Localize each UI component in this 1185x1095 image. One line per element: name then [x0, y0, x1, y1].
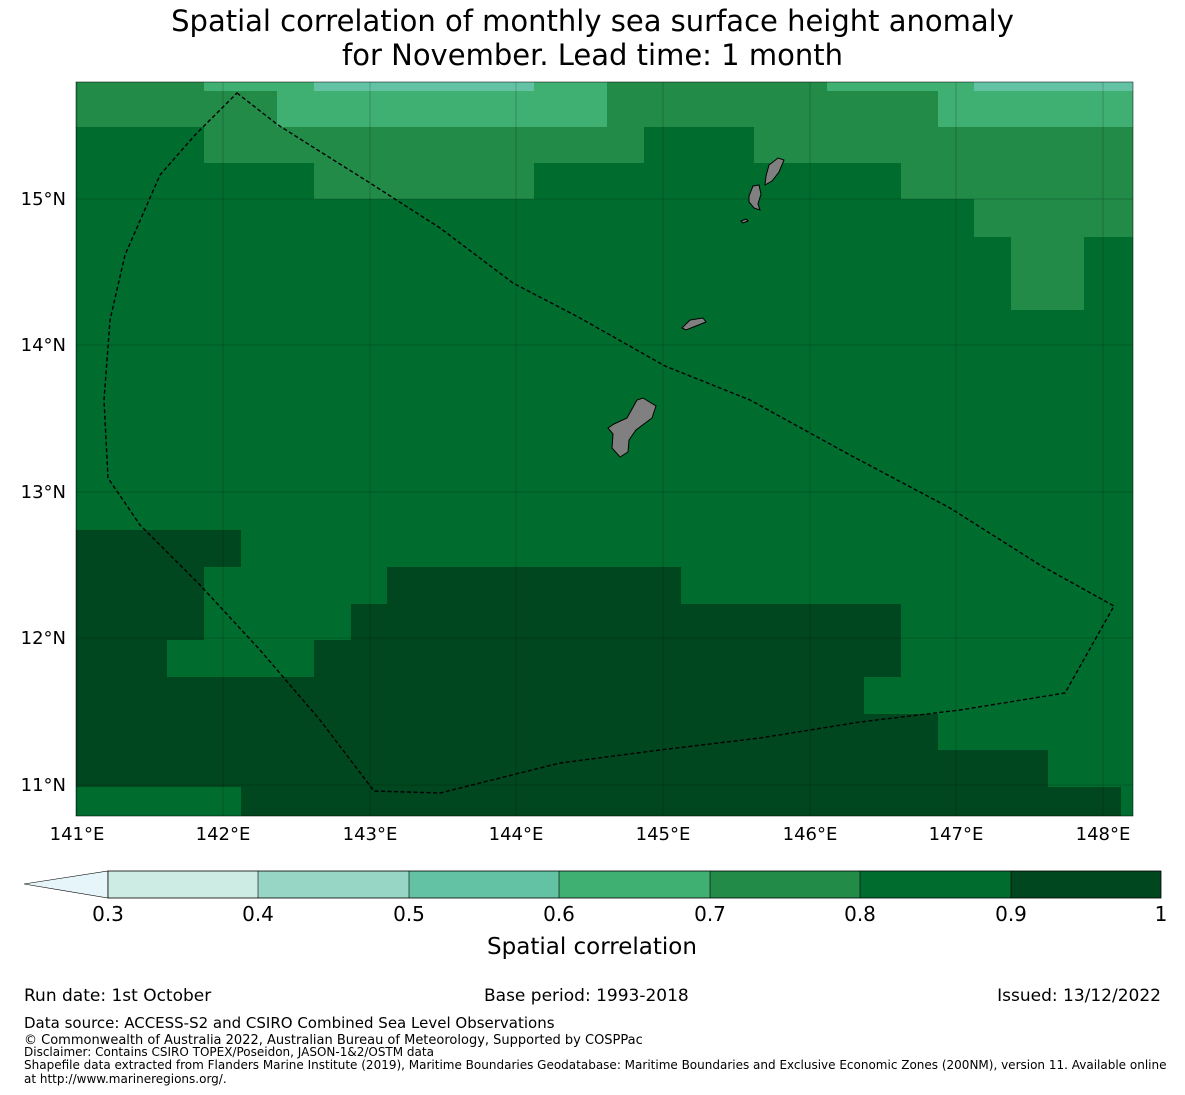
lat-axis: 11°N 12°N 13°N 14°N 15°N: [21, 189, 66, 796]
lat-tick-11: 11°N: [21, 775, 66, 796]
colorbar: 0.3 0.4 0.5 0.6 0.7 0.8 0.9 1 Spatial co…: [23, 870, 1168, 960]
land-masses: [607, 157, 785, 458]
guam-island: [607, 397, 657, 458]
field-band-0.5-0.6: [314, 82, 1133, 91]
colorbar-segment-0.3: [108, 871, 258, 898]
copyright-notice: © Commonwealth of Australia 2022, Austra…: [24, 1033, 643, 1048]
colorbar-segment-0.9: [1011, 871, 1161, 898]
colorbar-segment-0.8: [860, 871, 1011, 898]
shapefile-credit-line2: at http://www.marineregions.org/.: [24, 1072, 227, 1086]
colorbar-tick-0.6: 0.6: [543, 902, 575, 926]
lon-tick-148: 148°E: [1076, 824, 1131, 845]
map-gridlines: [76, 82, 1133, 816]
colorbar-segment-0.6: [559, 871, 710, 898]
disclaimer: Disclaimer: Contains CSIRO TOPEX/Poseido…: [24, 1045, 434, 1059]
colorbar-tick-0.7: 0.7: [694, 902, 726, 926]
colorbar-tick-0.3: 0.3: [92, 902, 124, 926]
lon-tick-144: 144°E: [489, 824, 544, 845]
lat-tick-15: 15°N: [21, 189, 66, 210]
shapefile-credit-line1: Shapefile data extracted from Flanders M…: [24, 1058, 1167, 1072]
colorbar-segment-0.4: [258, 871, 409, 898]
lat-tick-14: 14°N: [21, 335, 66, 356]
run-date: Run date: 1st October: [24, 986, 212, 1006]
colorbar-extend-arrow: [23, 870, 109, 899]
map-title-line1: Spatial correlation of monthly sea surfa…: [171, 4, 1014, 38]
tinian-island: [748, 184, 762, 211]
rota-island: [681, 317, 707, 331]
colorbar-tick-0.8: 0.8: [844, 902, 876, 926]
colorbar-label: Spatial correlation: [487, 934, 697, 960]
map-title-line2: for November. Lead time: 1 month: [342, 38, 843, 72]
colorbar-frame: [107, 870, 1162, 899]
correlation-field: [76, 82, 1133, 816]
colorbar-tick-1: 1: [1155, 902, 1168, 926]
map-frame: [75, 81, 1134, 817]
eez-boundary: [103, 92, 1115, 794]
issued-date: Issued: 13/12/2022: [997, 986, 1161, 1006]
saipan-island: [764, 157, 785, 186]
lat-tick-13: 13°N: [21, 482, 66, 503]
lon-axis: 141°E 142°E 143°E 144°E 145°E 146°E 147°…: [50, 824, 1131, 845]
colorbar-tick-0.9: 0.9: [995, 902, 1027, 926]
aguijan-island: [740, 218, 749, 224]
colorbar-tick-0.4: 0.4: [242, 902, 274, 926]
lon-tick-146: 146°E: [783, 824, 838, 845]
colorbar-tick-0.5: 0.5: [393, 902, 425, 926]
lon-tick-141: 141°E: [50, 824, 105, 845]
lon-tick-145: 145°E: [636, 824, 691, 845]
lon-tick-147: 147°E: [929, 824, 984, 845]
lon-tick-143: 143°E: [343, 824, 398, 845]
lat-tick-12: 12°N: [21, 628, 66, 649]
colorbar-segment-0.5: [409, 871, 559, 898]
base-period: Base period: 1993-2018: [484, 986, 689, 1006]
lon-tick-142: 142°E: [196, 824, 251, 845]
colorbar-segment-0.7: [710, 871, 860, 898]
field-band-0.9-1.0: [76, 530, 1121, 816]
data-source: Data source: ACCESS-S2 and CSIRO Combine…: [24, 1014, 555, 1032]
